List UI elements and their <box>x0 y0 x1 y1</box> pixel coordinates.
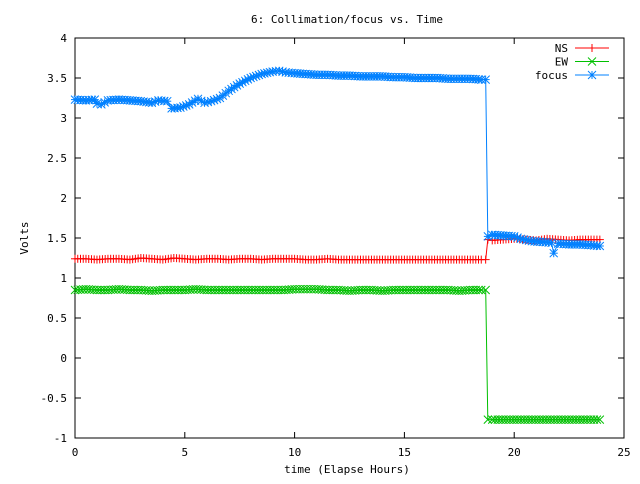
x-tick-label: 10 <box>288 446 301 459</box>
marker-stroke <box>481 75 491 84</box>
y-tick-label: 0.5 <box>47 312 67 325</box>
x-axis-label: time (Elapse Hours) <box>284 463 410 476</box>
data-point-focus <box>595 241 605 251</box>
marker-stroke <box>274 66 284 76</box>
data-point-ew <box>595 415 605 424</box>
marker-stroke <box>483 415 493 424</box>
legend-marker-ns <box>588 44 596 52</box>
data-point-focus <box>162 96 172 106</box>
marker-stroke <box>595 415 605 424</box>
data-point-focus <box>513 233 522 242</box>
x-tick-label: 25 <box>617 446 630 459</box>
data-point-ew <box>592 415 602 424</box>
data-point-focus <box>481 75 491 84</box>
y-tick-label: 4 <box>60 32 67 45</box>
legend-label-focus: focus <box>535 69 568 82</box>
y-tick-label: 2.5 <box>47 152 67 165</box>
data-point-ew <box>476 285 486 295</box>
y-tick-label: 1 <box>60 272 67 285</box>
marker-stroke <box>513 233 522 242</box>
x-tick-label: 0 <box>72 446 79 459</box>
y-tick-label: 2 <box>60 192 67 205</box>
data-point-focus <box>92 99 102 108</box>
legend-marker-ew <box>587 57 597 66</box>
marker-stroke <box>200 98 209 108</box>
data-point-focus <box>476 75 486 84</box>
data-point-focus <box>203 97 213 107</box>
y-tick-label: -0.5 <box>41 392 68 405</box>
series-ew <box>70 284 605 424</box>
legend-marker-focus <box>587 70 597 80</box>
marker-stroke <box>481 285 491 295</box>
marker-stroke <box>587 57 597 66</box>
x-tick-label: 15 <box>398 446 411 459</box>
y-tick-label: 1.5 <box>47 232 67 245</box>
chart-title: 6: Collimation/focus vs. Time <box>251 13 443 26</box>
x-tick-label: 5 <box>181 446 188 459</box>
y-tick-label: -1 <box>54 432 67 445</box>
marker-stroke <box>162 96 172 106</box>
marker-stroke <box>592 415 602 424</box>
series-layer <box>70 66 605 424</box>
marker-stroke <box>92 99 102 108</box>
y-tick-label: 0 <box>60 352 67 365</box>
marker-stroke <box>193 94 203 104</box>
series-focus <box>70 66 605 258</box>
marker-stroke <box>474 285 483 295</box>
data-point-ew <box>474 285 483 295</box>
marker-stroke <box>150 97 160 106</box>
axis-ticks: 0 5 10 15 20 25 -1 -0.5 0 0.5 1 1.5 2 2.5 3 3.5 4 <box>41 32 631 459</box>
marker-stroke <box>595 241 605 251</box>
data-point-focus <box>549 248 559 258</box>
y-axis-label: Volts <box>18 221 31 254</box>
data-point-focus <box>547 238 556 248</box>
data-point-ew <box>481 285 491 295</box>
legend-label-ns: NS <box>555 42 568 55</box>
marker-stroke <box>90 95 100 104</box>
data-point-ew <box>483 415 493 424</box>
marker-stroke <box>203 97 213 107</box>
y-tick-label: 3.5 <box>47 72 67 85</box>
marker-stroke <box>587 70 597 80</box>
x-tick-label: 20 <box>508 446 521 459</box>
marker-stroke <box>476 285 486 295</box>
marker-stroke <box>549 248 559 258</box>
legend-label-ew: EW <box>555 56 569 69</box>
marker-stroke <box>509 232 519 241</box>
marker-stroke <box>476 75 486 84</box>
data-point-ns <box>481 255 490 264</box>
y-tick-label: 3 <box>60 112 67 125</box>
